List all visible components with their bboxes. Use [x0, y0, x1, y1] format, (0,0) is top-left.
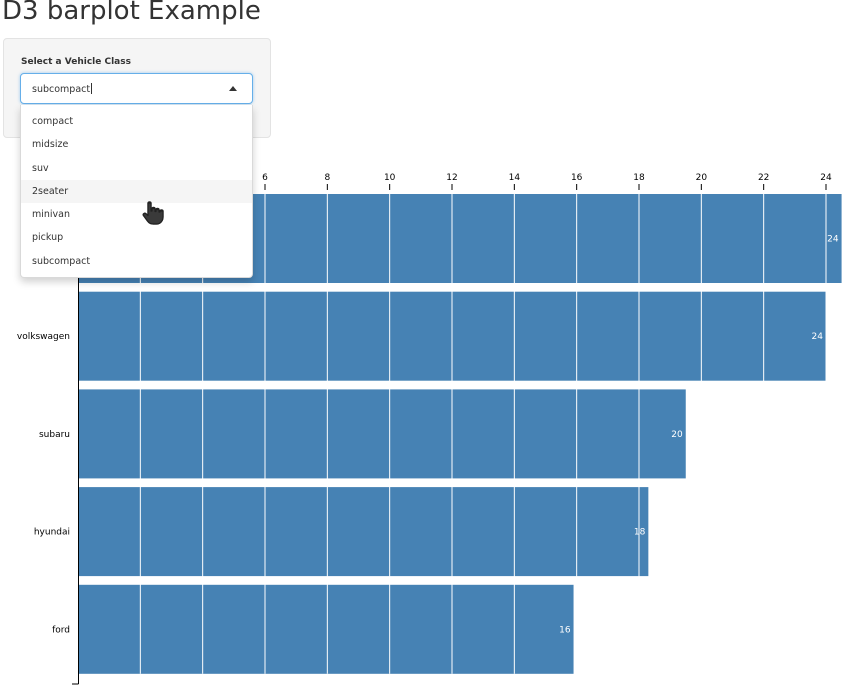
option-midsize[interactable]: midsize	[32, 139, 69, 150]
x-tick-label: 8	[324, 173, 330, 183]
bar-subaru	[78, 389, 686, 479]
x-tick-label: 14	[509, 173, 521, 183]
category-label: hyundai	[34, 528, 70, 538]
bar-ford	[78, 584, 574, 674]
x-tick-label: 10	[384, 173, 396, 183]
select-input[interactable]: subcompact	[32, 83, 93, 95]
category-label: ford	[52, 625, 70, 635]
option-suv[interactable]: suv	[32, 163, 49, 174]
vehicle-class-label: Select a Vehicle Class	[21, 57, 131, 67]
vehicle-class-dropdown: compact midsize suv 2seater minivan pick…	[20, 105, 253, 278]
text-caret	[91, 83, 93, 94]
bar-value-label: 16	[559, 625, 571, 635]
x-tick-label: 20	[696, 173, 708, 183]
bar-hyundai	[78, 487, 649, 577]
x-tick-label: 24	[820, 173, 832, 183]
page-title: D3 barplot Example	[2, 0, 261, 26]
option-minivan[interactable]: minivan	[32, 209, 71, 220]
hand-pointer-icon	[142, 201, 164, 225]
x-tick-label: 22	[758, 173, 769, 183]
category-label: subaru	[39, 430, 70, 440]
option-pickup[interactable]: pickup	[32, 232, 64, 243]
option-2seater[interactable]: 2seater	[21, 180, 252, 203]
bar-value-label: 20	[671, 430, 683, 440]
option-compact[interactable]: compact	[32, 116, 74, 127]
x-tick-label: 16	[571, 173, 583, 183]
x-tick-label: 18	[633, 173, 645, 183]
x-tick-label: 6	[262, 173, 268, 183]
caret-up-icon[interactable]	[229, 86, 237, 91]
bar-value-label: 18	[634, 528, 646, 538]
vehicle-class-select[interactable]: subcompact	[20, 73, 253, 104]
bar-value-label: 24	[812, 332, 824, 342]
x-tick-label: 12	[446, 173, 457, 183]
category-label: volkswagen	[17, 332, 70, 342]
option-subcompact[interactable]: subcompact	[32, 256, 91, 267]
bar-value-label: 24	[827, 235, 839, 245]
